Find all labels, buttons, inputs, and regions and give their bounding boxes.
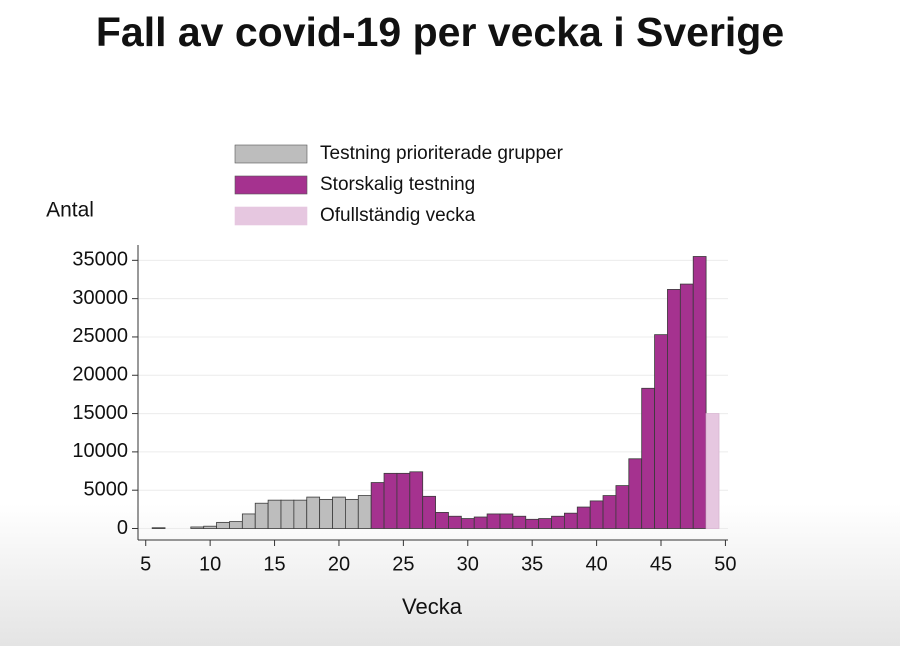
bar: [203, 525, 217, 529]
bar: [293, 499, 308, 529]
y-tick-label: 15000: [72, 402, 128, 424]
legend-swatch: [234, 144, 308, 164]
x-tick-label: 15: [263, 553, 285, 575]
x-tick-label: 5: [140, 553, 151, 575]
legend-swatch: [234, 206, 308, 226]
bar: [151, 527, 166, 529]
y-axis-label: Antal: [46, 199, 94, 222]
x-tick-label: 40: [585, 553, 607, 575]
bar: [692, 256, 707, 529]
bar: [396, 472, 411, 529]
bar: [241, 513, 256, 529]
bar: [473, 516, 488, 529]
bar: [409, 471, 424, 529]
y-tick-label: 10000: [72, 440, 128, 462]
bar: [551, 515, 565, 529]
y-tick-label: 30000: [72, 287, 128, 309]
bar: [319, 498, 333, 529]
bar: [345, 498, 359, 529]
bar: [667, 289, 681, 529]
x-tick-label: 35: [521, 553, 543, 575]
bar: [370, 482, 385, 529]
bar: [525, 518, 540, 529]
bar: [679, 283, 694, 529]
bar: [499, 513, 514, 529]
bar: [332, 496, 346, 529]
bar: [654, 334, 668, 529]
y-tick-label: 0: [117, 517, 128, 539]
y-tick-label: 20000: [72, 364, 128, 386]
bar: [615, 485, 630, 529]
bar: [357, 495, 372, 529]
x-tick-label: 45: [650, 553, 672, 575]
y-tick-label: 25000: [72, 325, 128, 347]
bar: [538, 518, 552, 529]
bar: [512, 515, 527, 529]
bar: [267, 499, 282, 529]
legend-label: Ofullständig vecka: [320, 205, 476, 226]
bar: [229, 521, 243, 529]
bar: [563, 512, 578, 529]
bar: [280, 499, 295, 529]
x-tick-label: 50: [714, 553, 736, 575]
bar: [705, 413, 720, 529]
bar: [254, 502, 269, 529]
bar: [383, 472, 398, 529]
bar: [486, 513, 501, 529]
y-tick-label: 35000: [72, 249, 128, 271]
bar: [422, 495, 436, 529]
x-tick-label: 10: [199, 553, 221, 575]
bar: [589, 500, 604, 529]
bar: [460, 518, 475, 529]
bar: [216, 521, 230, 529]
legend-swatch: [234, 175, 308, 195]
bar: [306, 496, 321, 529]
bar: [628, 458, 643, 529]
bar: [602, 495, 617, 529]
x-tick-label: 20: [328, 553, 350, 575]
chart-title: Fall av covid-19 per vecka i Sverige: [96, 9, 784, 55]
bar: [576, 506, 591, 529]
legend-label: Storskalig testning: [320, 174, 475, 195]
legend-label: Testning prioriterade grupper: [320, 143, 564, 164]
x-axis-label: Vecka: [402, 594, 463, 619]
x-tick-label: 30: [457, 553, 479, 575]
bar: [190, 526, 205, 529]
y-tick-label: 5000: [84, 478, 129, 500]
bar: [448, 515, 462, 529]
x-tick-label: 25: [392, 553, 414, 575]
bar: [641, 387, 655, 529]
bar: [435, 512, 449, 529]
